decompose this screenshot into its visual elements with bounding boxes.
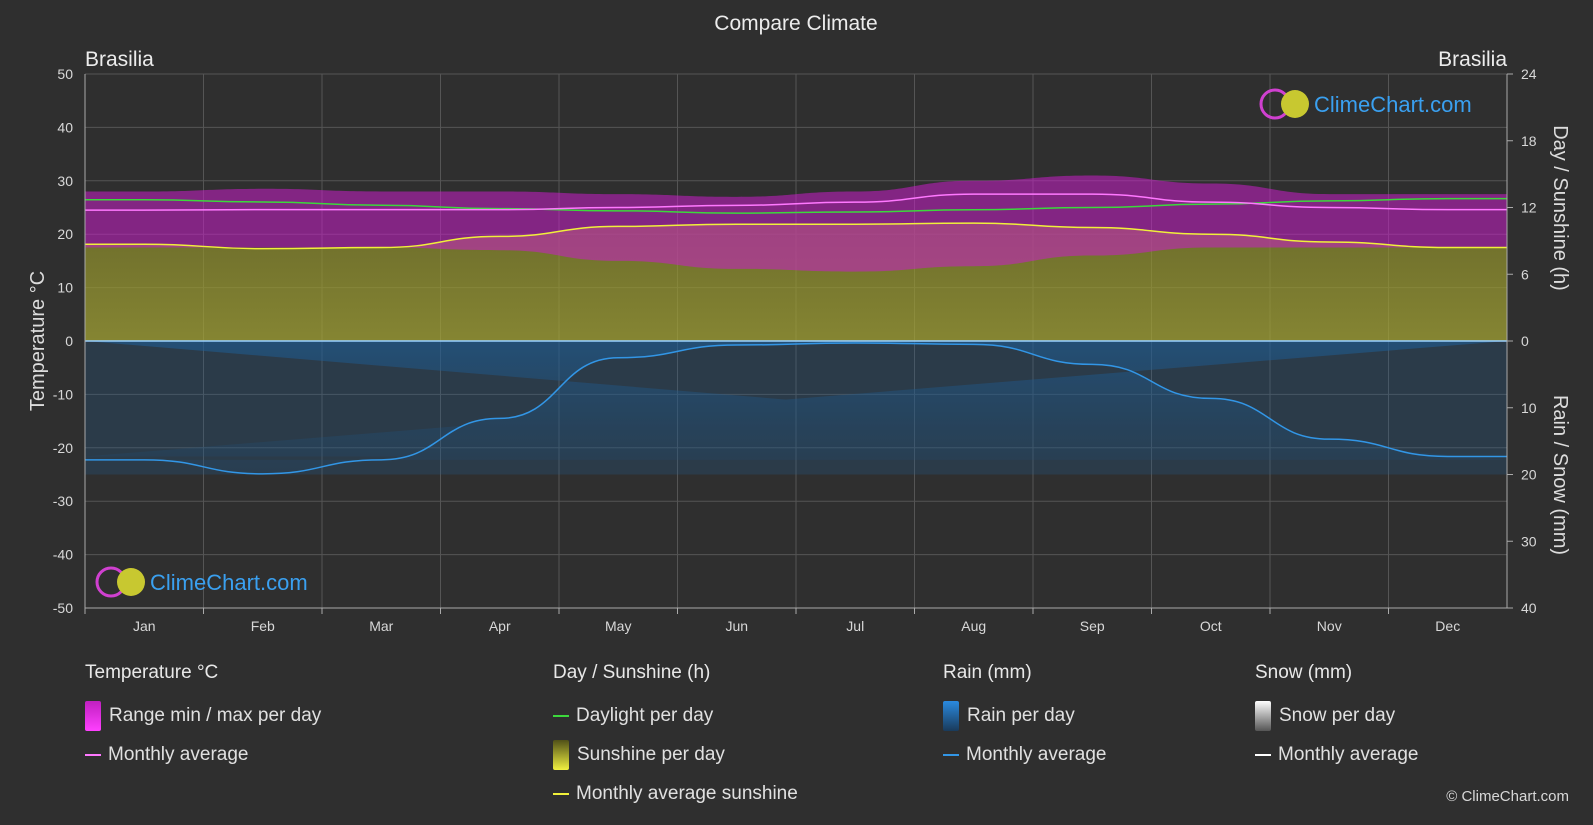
legend-label: Daylight per day bbox=[576, 704, 714, 726]
y-tick-left: 50 bbox=[57, 66, 73, 82]
rain-swatch bbox=[943, 700, 959, 731]
y-tick-right-top: 0 bbox=[1521, 333, 1529, 349]
temperature-avg-line bbox=[84, 193, 1507, 211]
snow-avg-swatch bbox=[1255, 753, 1271, 756]
y-axis-left-label: Temperature °C bbox=[27, 271, 49, 411]
legend-snow: Snow (mm) Snow per day Monthly average bbox=[1255, 662, 1418, 774]
y-tick-right-bottom: 40 bbox=[1521, 600, 1537, 616]
y-tick-left: 10 bbox=[57, 280, 73, 296]
legend-item: Range min / max per day bbox=[85, 696, 321, 735]
rain-area bbox=[85, 341, 1507, 474]
logo-text: ClimeChart.com bbox=[1314, 92, 1472, 117]
x-tick-month: Aug bbox=[961, 618, 986, 634]
x-tick-month: Nov bbox=[1317, 618, 1342, 634]
legend-label: Sunshine per day bbox=[577, 743, 725, 765]
x-tick-month: Jun bbox=[725, 618, 748, 634]
rain-avg-swatch bbox=[943, 753, 959, 756]
x-tick-month: May bbox=[605, 618, 631, 634]
temp-avg-swatch bbox=[85, 753, 101, 756]
y-tick-left: 40 bbox=[57, 119, 73, 135]
x-tick-month: Dec bbox=[1435, 618, 1460, 634]
y-tick-right-top: 18 bbox=[1521, 133, 1537, 149]
plot-area bbox=[84, 73, 1508, 609]
logo-bottom: ClimeChart.com bbox=[95, 566, 308, 598]
location-right: Brasilia bbox=[1438, 48, 1507, 71]
y-tick-left: -10 bbox=[53, 386, 73, 402]
legend-label: Snow per day bbox=[1279, 704, 1396, 726]
legend-label: Monthly average bbox=[966, 743, 1107, 765]
y-tick-left: -20 bbox=[53, 440, 73, 456]
x-tick-month: Apr bbox=[489, 618, 511, 634]
y-tick-left: 0 bbox=[65, 333, 73, 349]
chart-title: Compare Climate bbox=[714, 12, 877, 35]
x-tick-month: Feb bbox=[251, 618, 275, 634]
legend-label: Rain per day bbox=[967, 704, 1075, 726]
x-tick-month: Jan bbox=[133, 618, 156, 634]
legend-title: Day / Sunshine (h) bbox=[553, 662, 711, 683]
legend-label: Monthly average sunshine bbox=[576, 782, 798, 804]
logo-text: ClimeChart.com bbox=[150, 570, 308, 595]
x-tick-month: Sep bbox=[1080, 618, 1105, 634]
y-tick-left: -30 bbox=[53, 493, 73, 509]
legend-item: Monthly average sunshine bbox=[553, 774, 798, 813]
rain-haze bbox=[85, 341, 1507, 475]
legend-label: Range min / max per day bbox=[109, 704, 322, 726]
y-tick-left: -50 bbox=[53, 600, 73, 616]
copyright: © ClimeChart.com bbox=[1446, 788, 1569, 805]
x-tick-month: Mar bbox=[369, 618, 393, 634]
legend-label: Monthly average bbox=[1278, 743, 1419, 765]
sunshine-avg-swatch bbox=[553, 792, 569, 795]
legend-item: Monthly average bbox=[85, 735, 321, 774]
legend-item: Rain per day bbox=[943, 696, 1106, 735]
y-tick-right-top: 24 bbox=[1521, 66, 1537, 82]
range-swatch bbox=[85, 700, 101, 731]
legend-title: Snow (mm) bbox=[1255, 662, 1353, 683]
logo-top: ClimeChart.com bbox=[1259, 88, 1472, 120]
legend-item: Sunshine per day bbox=[553, 735, 798, 774]
sunshine-swatch bbox=[553, 739, 569, 770]
legend-label: Monthly average bbox=[108, 743, 249, 765]
location-left: Brasilia bbox=[85, 48, 154, 71]
legend-item: Daylight per day bbox=[553, 696, 798, 735]
legend-item: Monthly average bbox=[943, 735, 1106, 774]
axes: 50 40 30 20 10 0 -10 -20 -30 -40 -50 24 18 12 6 0 10 20 30… bbox=[53, 66, 1537, 634]
y-tick-left: -40 bbox=[53, 547, 73, 563]
logo-sun-icon bbox=[117, 568, 145, 596]
snow-swatch bbox=[1255, 700, 1271, 731]
x-tick-month: Jul bbox=[846, 618, 864, 634]
legend-temperature: Temperature °C Range min / max per day M… bbox=[85, 662, 321, 774]
y-tick-left: 20 bbox=[57, 226, 73, 242]
y-tick-left: 30 bbox=[57, 173, 73, 189]
y-axis-right-bottom-label: Rain / Snow (mm) bbox=[1549, 395, 1571, 555]
y-tick-right-top: 12 bbox=[1521, 200, 1537, 216]
logo-sun-icon bbox=[1281, 90, 1309, 118]
x-tick-month: Oct bbox=[1200, 618, 1222, 634]
legend-item: Monthly average bbox=[1255, 735, 1418, 774]
y-tick-right-bottom: 20 bbox=[1521, 467, 1537, 483]
daylight-swatch bbox=[553, 714, 569, 717]
legend-item: Snow per day bbox=[1255, 696, 1418, 735]
sunshine-avg-line bbox=[85, 222, 1507, 250]
rain-avg-line bbox=[85, 342, 1507, 475]
y-tick-right-bottom: 30 bbox=[1521, 533, 1537, 549]
y-axis-right-top-label: Day / Sunshine (h) bbox=[1549, 125, 1571, 291]
sunshine-area bbox=[85, 223, 1507, 341]
legend-sunshine: Day / Sunshine (h) Daylight per day Suns… bbox=[553, 662, 798, 813]
y-tick-right-top: 6 bbox=[1521, 266, 1529, 282]
legend-rain: Rain (mm) Rain per day Monthly average bbox=[943, 662, 1106, 774]
legend-title: Rain (mm) bbox=[943, 662, 1032, 683]
legend-title: Temperature °C bbox=[85, 662, 219, 683]
y-tick-right-bottom: 10 bbox=[1521, 400, 1537, 416]
daylight-line bbox=[85, 197, 1507, 214]
